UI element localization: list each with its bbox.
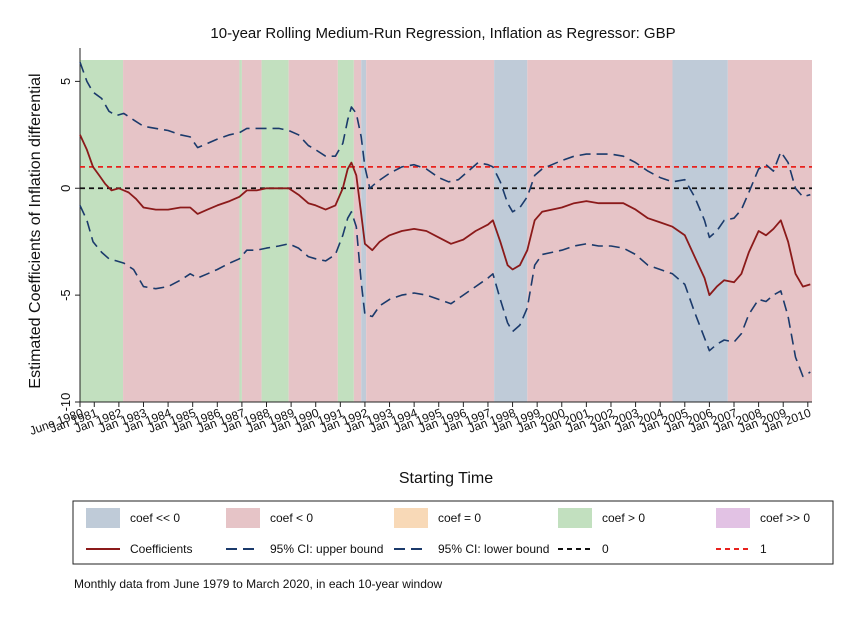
- legend-label: Coefficients: [130, 542, 192, 556]
- legend-label: 95% CI: upper bound: [270, 542, 383, 556]
- legend-label: 0: [602, 542, 609, 556]
- legend-label: coef < 0: [270, 511, 313, 525]
- legend-swatch: [394, 508, 428, 528]
- chart-title: 10-year Rolling Medium-Run Regression, I…: [210, 25, 675, 42]
- legend-label: coef > 0: [602, 511, 645, 525]
- region-pos: [337, 60, 354, 402]
- legend: coef << 0 coef < 0 coef = 0 coef > 0 coef >>…: [86, 508, 810, 556]
- region-neg: [288, 60, 338, 402]
- region-pos: [80, 60, 124, 402]
- series-line-1: [79, 61, 811, 239]
- legend-label: 95% CI: lower bound: [438, 542, 549, 556]
- x-axis-label: Starting Time: [399, 470, 493, 487]
- legend-label: 1: [760, 542, 767, 556]
- region-neg: [123, 60, 240, 402]
- series-line-0: [79, 134, 811, 296]
- y-tick-label: -5: [58, 289, 73, 301]
- legend-box: [72, 500, 834, 565]
- y-tick-label: -10: [58, 393, 73, 412]
- region-pos: [239, 60, 242, 402]
- legend-swatch: [86, 508, 120, 528]
- region-neg: [241, 60, 262, 402]
- chart-note: Monthly data from June 1979 to March 202…: [74, 577, 443, 591]
- legend-swatch: [716, 508, 750, 528]
- region-pos: [261, 60, 289, 402]
- region-neg: [353, 60, 362, 402]
- y-axis-label: Estimated Coefficients of Inflation diff…: [27, 73, 44, 388]
- region-neg_strong: [672, 60, 728, 402]
- series-line-2: [79, 205, 811, 378]
- legend-swatch: [226, 508, 260, 528]
- y-tick-label: 5: [58, 78, 73, 85]
- legend-swatch: [558, 508, 592, 528]
- legend-label: coef << 0: [130, 511, 180, 525]
- region-neg: [366, 60, 495, 402]
- legend-label: coef = 0: [438, 511, 481, 525]
- region-neg: [527, 60, 673, 402]
- region-neg_strong: [494, 60, 528, 402]
- legend-label: coef >> 0: [760, 511, 810, 525]
- y-tick-label: 0: [58, 185, 73, 192]
